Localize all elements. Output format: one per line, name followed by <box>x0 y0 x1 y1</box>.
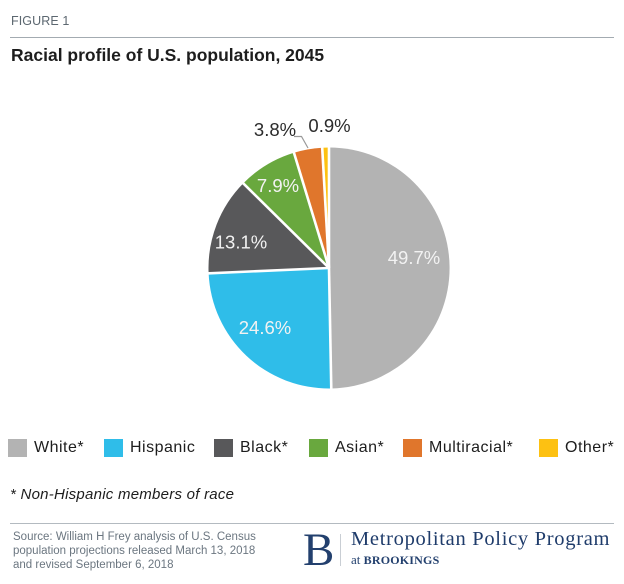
svg-text:7.9%: 7.9% <box>257 175 299 196</box>
svg-text:0.9%: 0.9% <box>308 115 350 136</box>
svg-text:13.1%: 13.1% <box>215 232 267 253</box>
svg-text:24.6%: 24.6% <box>239 317 291 338</box>
svg-text:3.8%: 3.8% <box>254 119 296 140</box>
svg-text:49.7%: 49.7% <box>388 247 440 268</box>
